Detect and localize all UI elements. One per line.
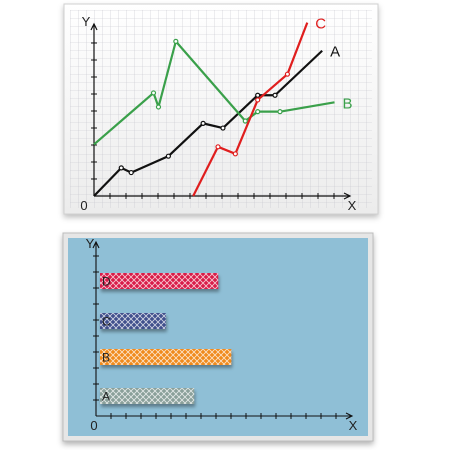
series-point-c xyxy=(215,144,221,150)
series-point-b xyxy=(277,109,283,115)
bar-c-pattern xyxy=(100,313,166,329)
line-chart: Y X 0 A B C xyxy=(63,3,379,215)
series-point-b xyxy=(150,90,157,96)
blue-board-background xyxy=(68,238,368,436)
bar-y-axis-arrow xyxy=(92,240,100,249)
bar-d-pattern xyxy=(100,273,219,289)
series-point-a xyxy=(165,153,172,159)
series-point-a xyxy=(200,120,206,126)
bar-a-pattern xyxy=(100,388,195,404)
series-point-a xyxy=(272,92,278,98)
series-point-c xyxy=(284,71,291,77)
series-point-b xyxy=(155,104,162,110)
bar-y-axis-label: Y xyxy=(86,236,95,251)
series-point-a xyxy=(118,165,124,171)
series-point-a xyxy=(128,169,134,176)
series-point-a xyxy=(220,125,226,131)
line-chart-panel: Y X 0 A B C xyxy=(62,2,380,218)
series-point-b xyxy=(255,109,261,115)
y-axis-label: Y xyxy=(82,14,91,29)
bar-b-pattern xyxy=(100,349,232,365)
bar-label-b: B xyxy=(102,351,110,365)
series-point-a xyxy=(255,92,261,98)
graph-paper-grid xyxy=(70,10,372,208)
bar-label-a: A xyxy=(102,390,110,404)
bar-x-axis-arrow xyxy=(345,412,354,420)
series-label-b: B xyxy=(343,95,353,112)
series-label-c: C xyxy=(315,16,326,33)
series-point-c xyxy=(255,97,261,103)
x-axis-label: X xyxy=(348,198,357,213)
bar-chart-panel: D C B A Y X 0 xyxy=(62,232,374,444)
bar-label-d: D xyxy=(102,275,111,289)
series-point-b xyxy=(242,118,248,124)
bar-origin-label: 0 xyxy=(90,418,97,433)
bar-chart: D C B A Y X 0 xyxy=(62,232,374,442)
y-axis-arrow xyxy=(90,22,98,31)
series-label-a: A xyxy=(330,44,340,61)
series-point-b xyxy=(173,38,179,44)
x-axis-arrow xyxy=(343,192,352,200)
origin-label: 0 xyxy=(80,198,87,213)
series-point-c xyxy=(232,151,238,157)
series-line-c xyxy=(192,22,309,197)
bar-label-c: C xyxy=(102,315,111,329)
bar-x-axis-label: X xyxy=(349,418,358,433)
